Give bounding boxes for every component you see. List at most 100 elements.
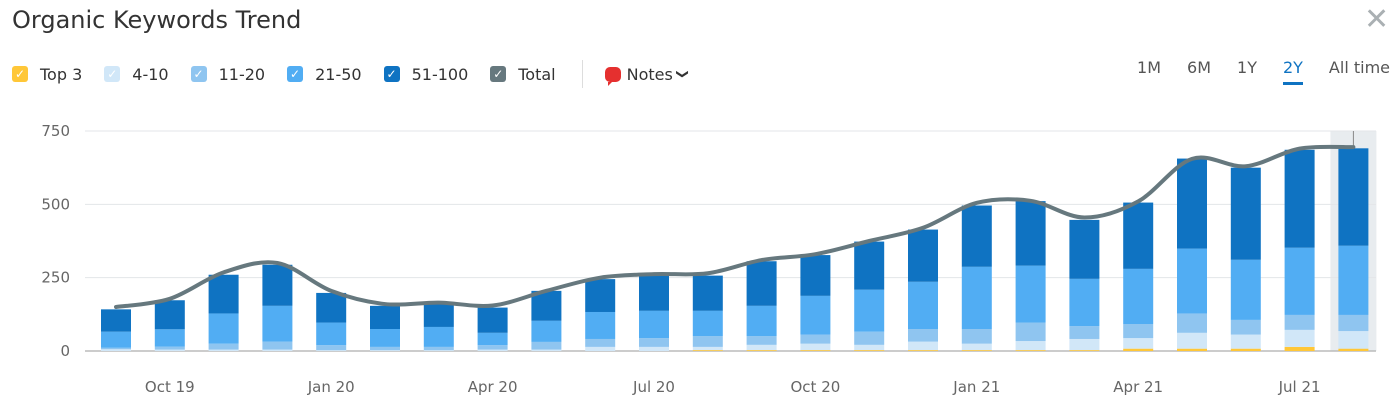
bar-segment-4-10 xyxy=(1015,341,1046,351)
bar-segment-top-3 xyxy=(908,350,938,351)
divider xyxy=(581,60,583,88)
legend-21-50-toggle[interactable]: ✓ 21-50 xyxy=(287,65,362,84)
x-tick-label: Jul 21 xyxy=(1278,378,1321,396)
bar-segment-21-50 xyxy=(1177,248,1207,314)
checkbox-icon[interactable]: ✓ xyxy=(104,66,121,82)
bar-segment-4-10 xyxy=(746,344,777,351)
legend-top3-toggle[interactable]: ✓ Top 3 xyxy=(12,65,82,84)
bar-segment-21-50 xyxy=(800,295,831,335)
x-tick-label: Apr 21 xyxy=(1113,378,1163,396)
range-all-time[interactable]: All time xyxy=(1328,58,1390,77)
speech-bubble-icon xyxy=(604,66,621,86)
bar-segment-51-100 xyxy=(1230,167,1261,260)
range-1m[interactable]: 1M xyxy=(1137,58,1162,77)
x-tick-label: Jan 20 xyxy=(307,378,355,396)
bar-segment-4-10 xyxy=(423,350,454,351)
x-tick-label: Oct 20 xyxy=(791,378,841,396)
bar-segment-4-10 xyxy=(854,344,885,351)
checkbox-icon[interactable]: ✓ xyxy=(383,66,400,82)
legend-label: 4-10 xyxy=(132,64,169,84)
range-1y[interactable]: 1Y xyxy=(1237,58,1257,77)
bar-segment-21-50 xyxy=(854,289,885,332)
bar-segment-51-100 xyxy=(208,274,239,314)
bar-segment-51-100 xyxy=(639,275,669,311)
bar-segment-top-3 xyxy=(1123,348,1154,351)
bar-segment-21-50 xyxy=(1284,247,1315,315)
y-tick-label: 0 xyxy=(60,342,70,360)
y-tick-label: 250 xyxy=(41,269,70,287)
bar-segment-4-10 xyxy=(154,349,185,351)
checkbox-icon[interactable]: ✓ xyxy=(12,66,28,82)
bar-segment-21-50 xyxy=(262,305,293,342)
bar-segment-4-10 xyxy=(692,346,723,351)
bar-segment-11-20 xyxy=(370,346,400,351)
x-tick-label: Oct 19 xyxy=(145,378,195,396)
legend-total-toggle[interactable]: ✓ Total xyxy=(490,64,556,84)
bar-segment-21-50 xyxy=(316,322,347,346)
checkbox-icon[interactable]: ✓ xyxy=(190,66,207,82)
bar-segment-top-3 xyxy=(1230,348,1261,351)
bar-segment-4-10 xyxy=(101,349,131,351)
bar-segment-11-20 xyxy=(154,346,185,350)
bar-segment-11-20 xyxy=(585,338,616,347)
legend-label: Top 3 xyxy=(40,64,83,84)
bar-segment-11-20 xyxy=(639,338,669,347)
bar-segment-21-50 xyxy=(208,313,239,344)
bar-segment-11-20 xyxy=(101,347,131,350)
checkbox-icon[interactable]: ✓ xyxy=(490,66,507,82)
hover-column xyxy=(1330,131,1377,351)
bar-segment-4-10 xyxy=(262,349,293,351)
total-line xyxy=(114,144,1356,309)
range-6m[interactable]: 6M xyxy=(1187,58,1212,77)
bar-segment-11-20 xyxy=(423,346,454,351)
bar-segment-11-20 xyxy=(531,341,562,350)
close-icon[interactable]: ✕ xyxy=(1364,2,1390,37)
bar-segment-4-10 xyxy=(316,350,347,351)
bar-segment-51-100 xyxy=(316,292,347,323)
bar-segment-51-100 xyxy=(908,229,938,282)
bar-segment-21-50 xyxy=(154,329,185,347)
bar-segment-51-100 xyxy=(1284,149,1315,248)
bar-segment-51-100 xyxy=(423,303,454,327)
chevron-down-icon: ❯ xyxy=(675,68,690,80)
bar-segment-51-100 xyxy=(1015,201,1046,266)
bar-segment-51-100 xyxy=(854,241,885,290)
bar-segment-51-100 xyxy=(262,264,293,306)
bar-segment-top-3 xyxy=(1284,346,1315,351)
bar-segment-11-20 xyxy=(477,345,508,350)
legend-label: Total xyxy=(518,64,556,84)
bar-segment-11-20 xyxy=(1338,314,1369,332)
bar-segment-51-100 xyxy=(531,290,562,321)
bar-segment-51-100 xyxy=(692,275,723,311)
bar-segment-top-3 xyxy=(692,350,723,351)
bar-segment-51-100 xyxy=(101,309,131,332)
bar-segment-top-3 xyxy=(800,350,831,351)
legend-4-10-toggle[interactable]: ✓ 4-10 xyxy=(104,64,169,84)
bar-segment-51-100 xyxy=(477,307,508,333)
bar-segment-21-50 xyxy=(531,320,562,342)
bar-segment-top-3 xyxy=(1015,350,1046,351)
bar-segment-51-100 xyxy=(1069,219,1100,279)
bar-segment-51-100 xyxy=(800,255,831,296)
bar-segment-21-50 xyxy=(1230,259,1261,320)
legend-51-100-toggle[interactable]: ✓ 51-100 xyxy=(383,64,469,84)
notes-dropdown[interactable]: Notes ❯ xyxy=(604,65,690,86)
bar-segment-21-50 xyxy=(370,329,400,347)
bar-segment-top-3 xyxy=(961,350,992,351)
bar-segment-51-100 xyxy=(1123,202,1154,269)
bar-segment-4-10 xyxy=(1338,331,1369,349)
checkbox-icon[interactable]: ✓ xyxy=(287,66,304,82)
x-tick-label: Jul 20 xyxy=(632,378,675,396)
legend-11-20-toggle[interactable]: ✓ 11-20 xyxy=(190,65,265,84)
range-2y[interactable]: 2Y xyxy=(1282,58,1303,85)
bar-segment-21-50 xyxy=(1015,265,1046,323)
bar-segment-4-10 xyxy=(961,343,992,351)
bar-segment-11-20 xyxy=(208,343,239,350)
bar-segment-11-20 xyxy=(1015,322,1046,342)
bar-segment-top-3 xyxy=(1338,348,1369,351)
bar-segment-21-50 xyxy=(101,331,131,348)
bar-segment-51-100 xyxy=(1338,148,1369,246)
bar-segment-top-3 xyxy=(1177,348,1207,351)
bar-segment-51-100 xyxy=(746,261,777,306)
legend-label: 51-100 xyxy=(411,64,469,84)
